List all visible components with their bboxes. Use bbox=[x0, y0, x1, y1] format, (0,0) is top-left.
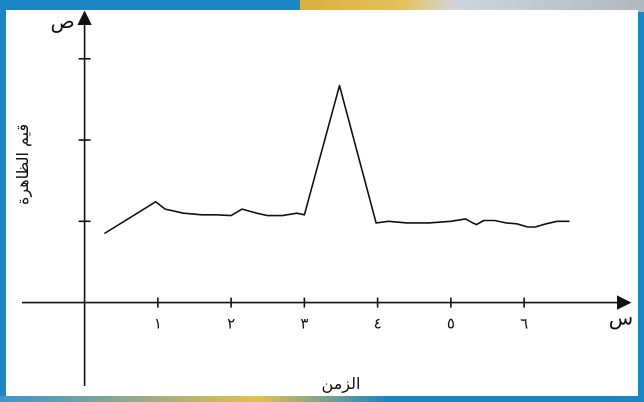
x-tick-label: ٤ bbox=[374, 315, 382, 333]
x-tick-label: ٥ bbox=[447, 315, 455, 333]
axes bbox=[22, 10, 632, 386]
decorative-top-strip bbox=[300, 0, 644, 12]
x-tick-label: ٢ bbox=[227, 315, 235, 333]
series-line bbox=[103, 84, 570, 235]
x-axis-letter: س bbox=[609, 306, 633, 330]
y-axis-title: قيم الظاهرة bbox=[13, 124, 33, 205]
x-tick-label: ٣ bbox=[300, 315, 308, 333]
ticks: ١ ٢ ٣ ٤ ٥ ٦ bbox=[78, 57, 528, 333]
x-tick-label: ١ bbox=[154, 315, 162, 333]
series-group bbox=[103, 84, 570, 235]
x-tick-label: ٦ bbox=[520, 315, 528, 333]
y-axis-letter: ص bbox=[50, 9, 74, 33]
chart-panel bbox=[6, 10, 638, 396]
decorative-bottom-strip bbox=[0, 396, 644, 402]
x-axis-title: الزمن bbox=[322, 374, 361, 394]
